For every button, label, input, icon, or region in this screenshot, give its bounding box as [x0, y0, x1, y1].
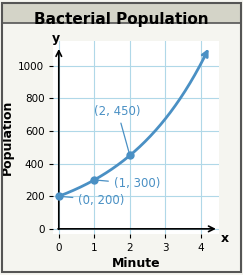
Text: x: x	[220, 232, 229, 245]
X-axis label: Minute: Minute	[112, 257, 160, 270]
Point	[92, 178, 96, 182]
Text: Bacterial Population: Bacterial Population	[34, 12, 209, 28]
Point	[57, 194, 61, 199]
Text: (2, 450): (2, 450)	[94, 105, 141, 153]
Text: y: y	[52, 32, 60, 45]
Point	[128, 153, 132, 158]
Text: (0, 200): (0, 200)	[61, 194, 125, 207]
Text: (1, 300): (1, 300)	[97, 177, 160, 190]
Y-axis label: Population: Population	[1, 100, 14, 175]
